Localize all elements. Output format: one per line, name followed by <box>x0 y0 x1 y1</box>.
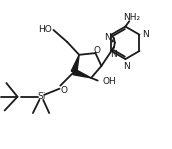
Text: NH₂: NH₂ <box>123 13 141 22</box>
Text: O: O <box>61 86 68 95</box>
Text: OH: OH <box>102 77 116 86</box>
Text: O: O <box>93 45 100 55</box>
Text: N: N <box>123 62 130 71</box>
Polygon shape <box>73 69 91 78</box>
Text: N: N <box>104 33 111 42</box>
Text: Si: Si <box>37 92 46 101</box>
Text: N: N <box>142 30 149 39</box>
Polygon shape <box>71 55 79 73</box>
Text: HO: HO <box>38 25 52 34</box>
Text: N: N <box>110 50 116 59</box>
